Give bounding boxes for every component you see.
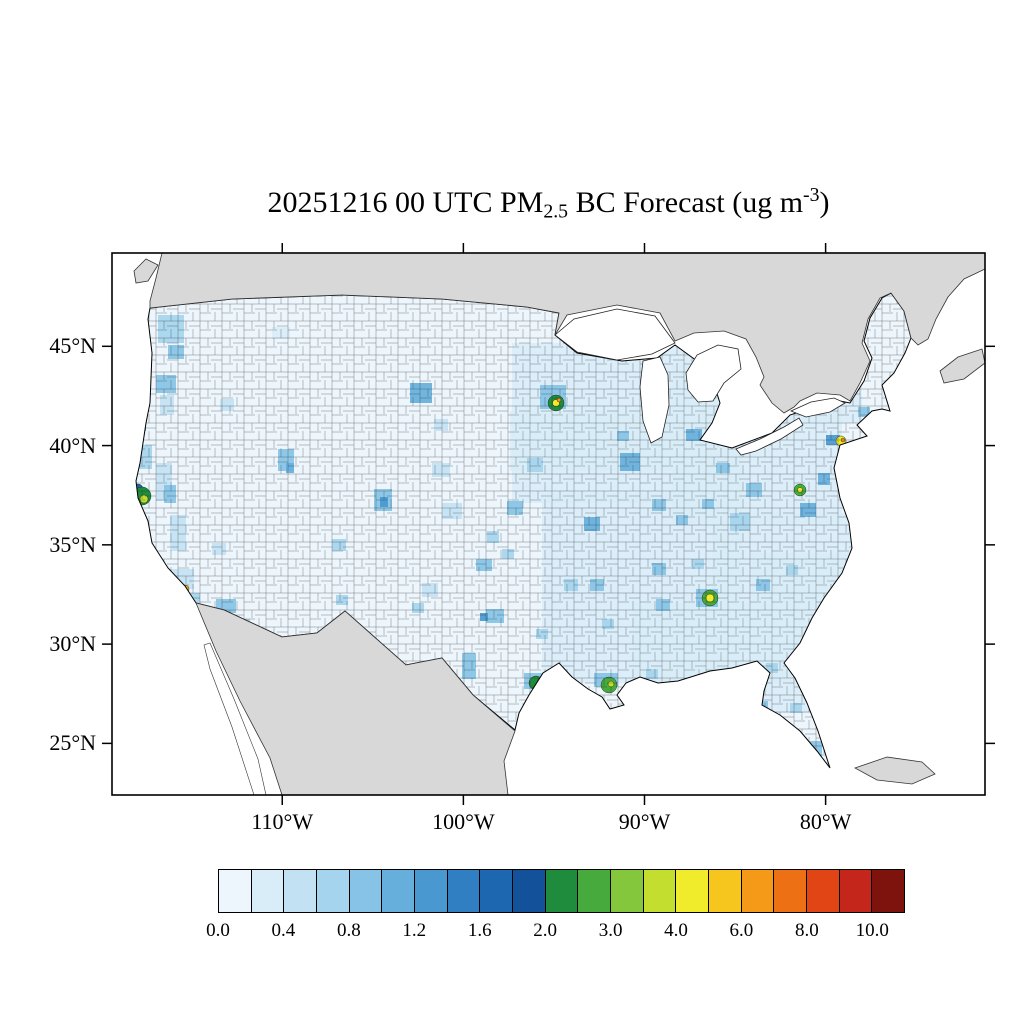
- colorbar-tick-label: 4.0: [664, 920, 688, 941]
- title-subscript: 2.5: [543, 200, 569, 223]
- title-superscript: -3: [803, 184, 820, 206]
- canada-landmass: [149, 252, 986, 414]
- colorbar-segment: [513, 870, 546, 912]
- lake-superior: [554, 308, 676, 361]
- colorbar-segment: [251, 870, 285, 912]
- colorbar: [218, 869, 905, 913]
- colorbar-segment: [643, 870, 677, 912]
- y-axis-tick-label: 35°N: [49, 531, 96, 557]
- lake-erie: [735, 417, 804, 456]
- title-text-suffix: ): [819, 185, 830, 219]
- colorbar-segment: [545, 870, 579, 912]
- colorbar-tick-label: 0.0: [206, 920, 230, 941]
- cuba-landmass: [854, 756, 936, 785]
- x-axis-tick-label: 80°W: [799, 809, 852, 834]
- colorbar-tick-label: 0.8: [336, 920, 361, 941]
- title-text-prefix: 20251216 00 UTC PM: [267, 185, 544, 219]
- colorbar-tick-label: 8.0: [794, 920, 819, 941]
- title-text-middle: BC Forecast (ug m: [568, 185, 804, 219]
- colorbar-segment: [872, 870, 905, 912]
- colorbar-segment: [284, 870, 318, 912]
- colorbar-segment: [741, 870, 775, 912]
- colorbar-segment: [807, 870, 840, 912]
- lake-michigan: [639, 356, 670, 444]
- colorbar-labels: 0.0 0.4 0.8 1.2 1.6 2.0 3.0 4.0 6.0 8.0 10.0: [206, 920, 905, 946]
- figure-title: 20251216 00 UTC PM2.5 BC Forecast (ug m-…: [112, 184, 985, 223]
- x-axis-tick-label: 100°W: [432, 809, 495, 834]
- colorbar-segment: [382, 870, 416, 912]
- colorbar-segment: [480, 870, 514, 912]
- x-axis-tick-label: 110°W: [251, 809, 314, 834]
- lake-huron: [685, 344, 742, 403]
- x-axis-tick-label: 90°W: [618, 809, 671, 834]
- colorbar-segment: [839, 870, 873, 912]
- colorbar-segment: [219, 870, 252, 912]
- y-axis-tick-label: 45°N: [49, 333, 96, 359]
- colorbar-tick-label: 1.6: [467, 920, 492, 941]
- y-axis-tick-label: 25°N: [49, 730, 96, 756]
- colorbar-segment: [349, 870, 383, 912]
- mexico-landmass: [195, 602, 516, 796]
- axis-ticks-layer: [102, 243, 995, 805]
- colorbar-tick-label: 2.0: [533, 920, 558, 941]
- colorbar-tick-label: 3.0: [598, 920, 623, 941]
- colorbar-segment: [709, 870, 742, 912]
- colorbar-segment: [447, 870, 481, 912]
- y-axis-tick-label: 30°N: [49, 631, 96, 657]
- y-axis-tick-label: 40°N: [49, 432, 96, 458]
- colorbar-segment: [611, 870, 644, 912]
- colorbar-segment: [415, 870, 448, 912]
- lake-ontario: [789, 397, 846, 418]
- colorbar-segment: [774, 870, 808, 912]
- colorbar-segment: [578, 870, 612, 912]
- colorbar-segment: [317, 870, 350, 912]
- map-plot-area: [102, 243, 995, 805]
- us-fill-layer: [136, 293, 911, 768]
- colorbar-tick-label: 6.0: [729, 920, 754, 941]
- colorbar-tick-label: 1.2: [402, 920, 427, 941]
- vancouver-island: [133, 258, 159, 284]
- plot-border: [111, 252, 986, 796]
- colorbar-tick-label: 10.0: [855, 920, 889, 941]
- us-county-choropleth-map: [102, 243, 995, 805]
- colorbar-tick-label: 0.4: [271, 920, 296, 941]
- colorbar-segment: [676, 870, 710, 912]
